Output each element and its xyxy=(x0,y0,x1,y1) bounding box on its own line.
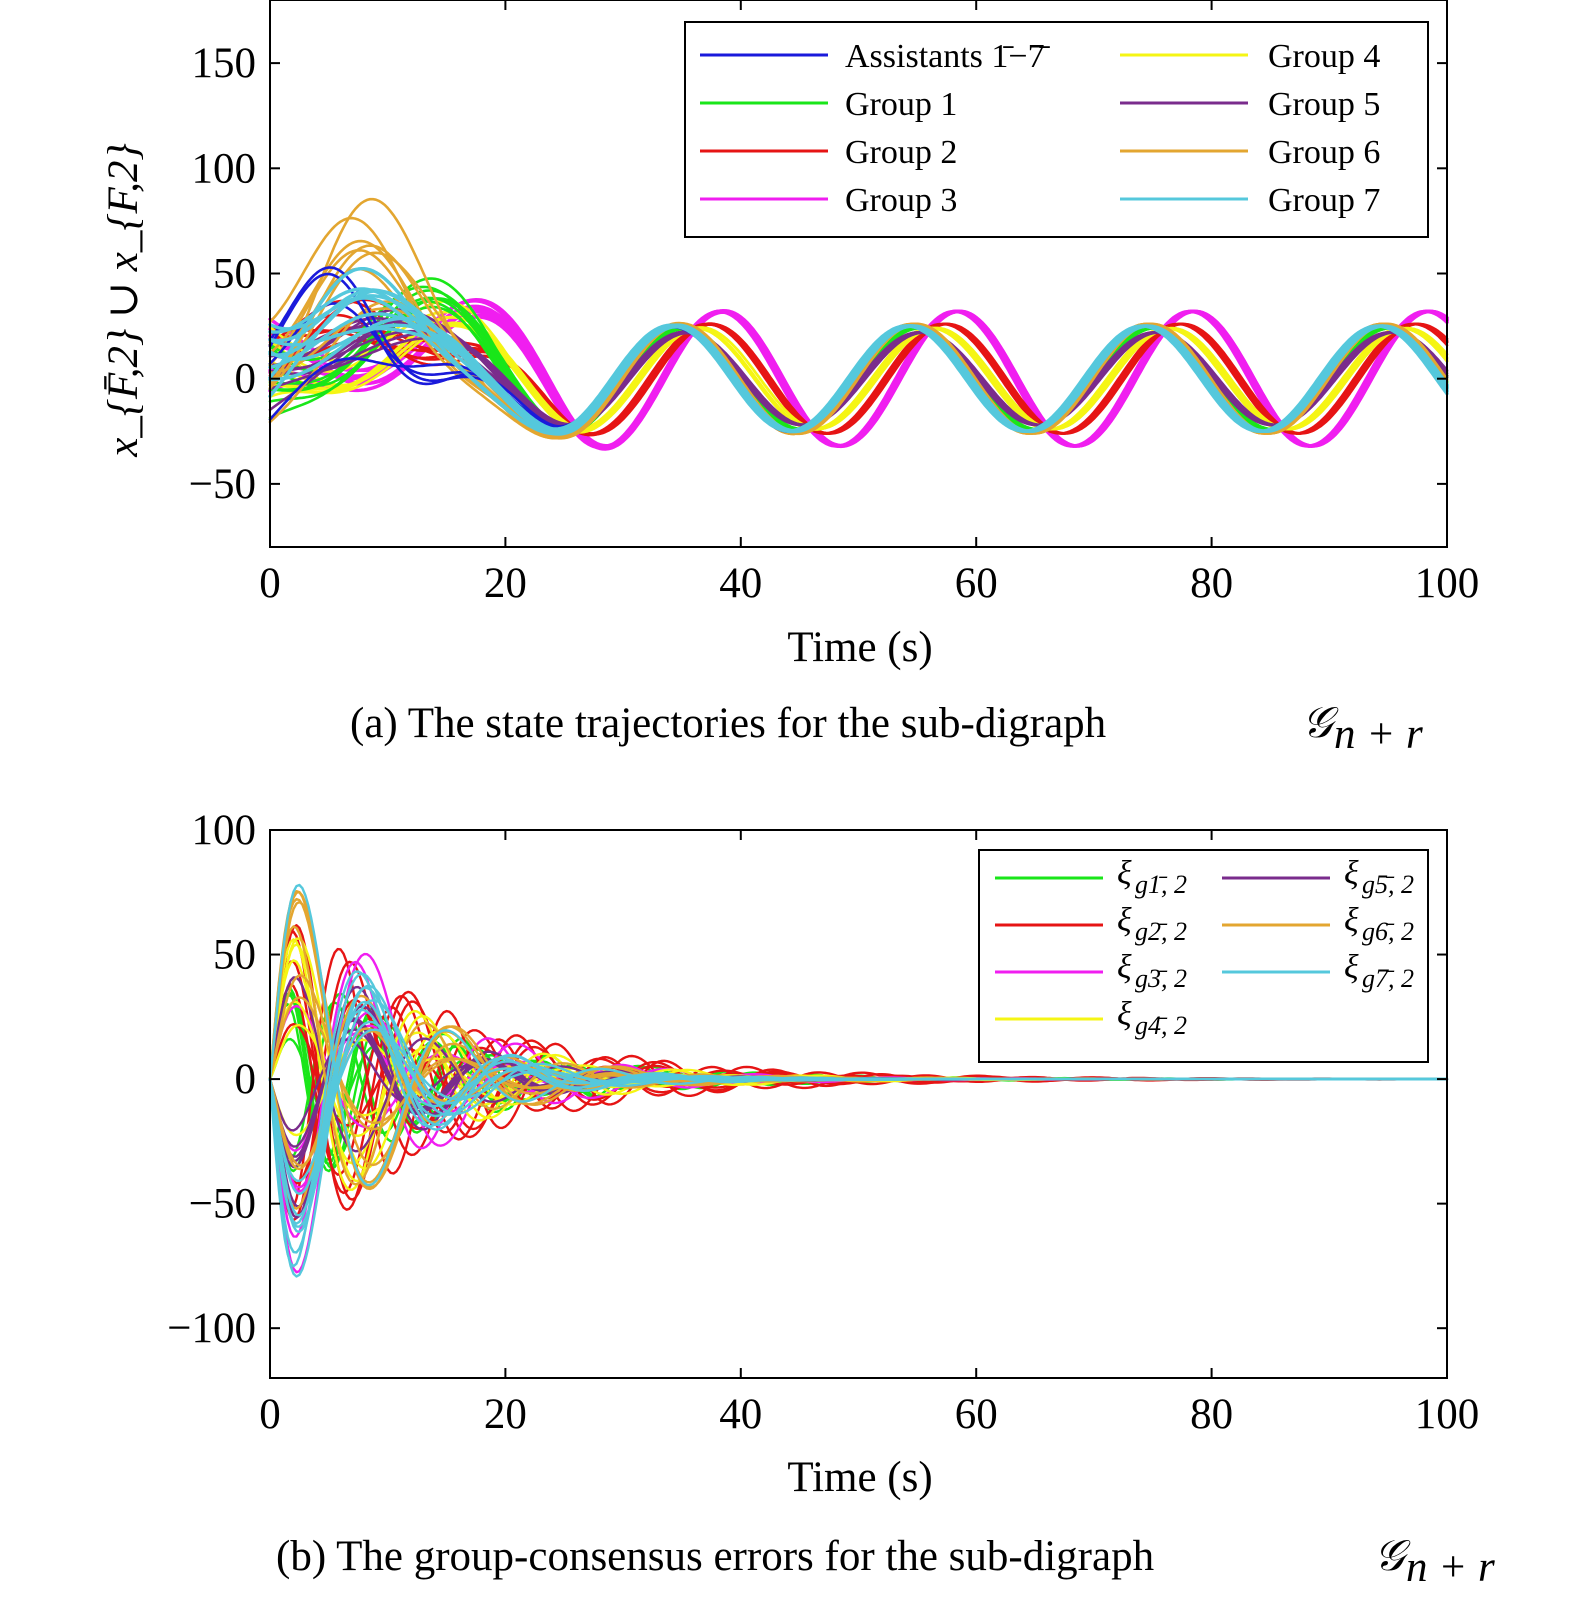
legend-label-assistants: Assistants 1̄−7̄ xyxy=(845,38,1051,75)
x-tick-label: 60 xyxy=(955,560,998,607)
legend-xi-group7: ξ xyxy=(1344,949,1359,986)
panel-b-xlabel: Time (s) xyxy=(787,1454,932,1501)
panel-a-caption: (a) The state trajectories for the sub-d… xyxy=(350,700,1423,758)
legend-sub-group7: g7̄, 2 xyxy=(1362,964,1414,993)
x-tick-label: 0 xyxy=(259,1391,281,1438)
y-tick-label: 100 xyxy=(192,145,257,192)
legend-xi-group5: ξ xyxy=(1344,855,1359,892)
panel-a-caption-text: (a) The state trajectories for the sub-d… xyxy=(350,700,1106,747)
legend-label-group5: Group 5 xyxy=(1268,86,1380,123)
y-tick-label: −50 xyxy=(189,461,256,508)
panel-a-legend-box xyxy=(684,21,1429,238)
x-tick-label: 100 xyxy=(1415,560,1480,607)
curve-group7 xyxy=(268,1020,1449,1196)
x-tick-label: 80 xyxy=(1190,1391,1233,1438)
legend-label-group3: Group 3 xyxy=(845,182,957,219)
x-tick-label: 100 xyxy=(1415,1391,1480,1438)
x-tick-label: 40 xyxy=(719,560,762,607)
legend-label-group6: Group 6 xyxy=(1268,134,1380,171)
legend-sub-group6: g6̄, 2 xyxy=(1362,917,1414,946)
y-tick-label: 50 xyxy=(213,251,256,298)
y-tick-label: 0 xyxy=(235,356,257,403)
panel-a-ticks: 0 20 40 60 80 100 −50 0 50 100 150 xyxy=(189,0,1480,607)
panel-b-ticks: 0 20 40 60 80 100 −100 −50 0 50 100 xyxy=(167,807,1479,1438)
panel-b-legend: ξ g1̄, 2ξ g2̄, 2ξ g3̄, 2ξ g4̄, 2ξ g5̄, 2ξ g6̄,… xyxy=(978,849,1429,1063)
y-tick-label: −50 xyxy=(189,1181,256,1228)
x-tick-label: 20 xyxy=(484,1391,527,1438)
panel-b-caption-sub: n + r xyxy=(1406,1544,1495,1591)
panel-b-legend-box xyxy=(978,849,1429,1063)
panel-a-caption-sub: n + r xyxy=(1334,711,1423,758)
legend-label-group1: Group 1 xyxy=(845,86,957,123)
x-tick-label: 20 xyxy=(484,560,527,607)
panel-a-state-trajectories: 0 20 40 60 80 100 −50 0 50 100 150 Time (s) x_{F̄,… xyxy=(100,0,1479,758)
panel-a-legend: Assistants 1̄−7̄ Group 1 Group 2 Group 3 Gro… xyxy=(684,21,1429,238)
panel-b-caption-text: (b) The group-consensus errors for the s… xyxy=(276,1533,1154,1580)
legend-xi-group1: ξ xyxy=(1117,855,1132,892)
y-tick-label: 50 xyxy=(213,932,256,979)
legend-sub-group5: g5̄, 2 xyxy=(1362,870,1414,899)
y-tick-label: 150 xyxy=(192,40,257,87)
legend-sub-group1: g1̄, 2 xyxy=(1135,870,1187,899)
legend-sub-group4: g4̄, 2 xyxy=(1135,1011,1187,1040)
x-tick-label: 80 xyxy=(1190,560,1233,607)
legend-xi-group4: ξ xyxy=(1117,996,1132,1033)
legend-label-group7: Group 7 xyxy=(1268,182,1380,219)
curve-group7 xyxy=(268,316,1449,433)
legend-xi-group3: ξ xyxy=(1117,949,1132,986)
legend-sub-group3: g3̄, 2 xyxy=(1135,964,1187,993)
legend-sub-group2: g2̄, 2 xyxy=(1135,917,1187,946)
panel-b-consensus-errors: 0 20 40 60 80 100 −100 −50 0 50 100 Time (s) (b) T… xyxy=(167,807,1495,1591)
x-tick-label: 60 xyxy=(955,1391,998,1438)
legend-label-group4: Group 4 xyxy=(1268,38,1380,75)
y-tick-label: 0 xyxy=(235,1056,257,1103)
legend-xi-group6: ξ xyxy=(1344,902,1359,939)
panel-b-curves xyxy=(268,883,1449,1278)
panel-b-axes-frame xyxy=(269,829,1448,1379)
legend-xi-group2: ξ xyxy=(1117,902,1132,939)
panel-a-ylabel: x_{F̄,2} ∪ x_{F,2} xyxy=(100,143,147,457)
x-tick-label: 40 xyxy=(719,1391,762,1438)
curve-group4 xyxy=(268,324,1449,432)
y-tick-label: −100 xyxy=(167,1305,256,1352)
panel-a-xlabel: Time (s) xyxy=(787,624,932,671)
x-tick-label: 0 xyxy=(259,560,281,607)
panel-b-caption: (b) The group-consensus errors for the s… xyxy=(276,1533,1495,1591)
panel-a-curves xyxy=(268,197,1449,451)
curve-group5 xyxy=(268,318,1449,429)
y-tick-label: 100 xyxy=(192,807,257,854)
curve-group5 xyxy=(268,323,1449,430)
legend-label-group2: Group 2 xyxy=(845,134,957,171)
